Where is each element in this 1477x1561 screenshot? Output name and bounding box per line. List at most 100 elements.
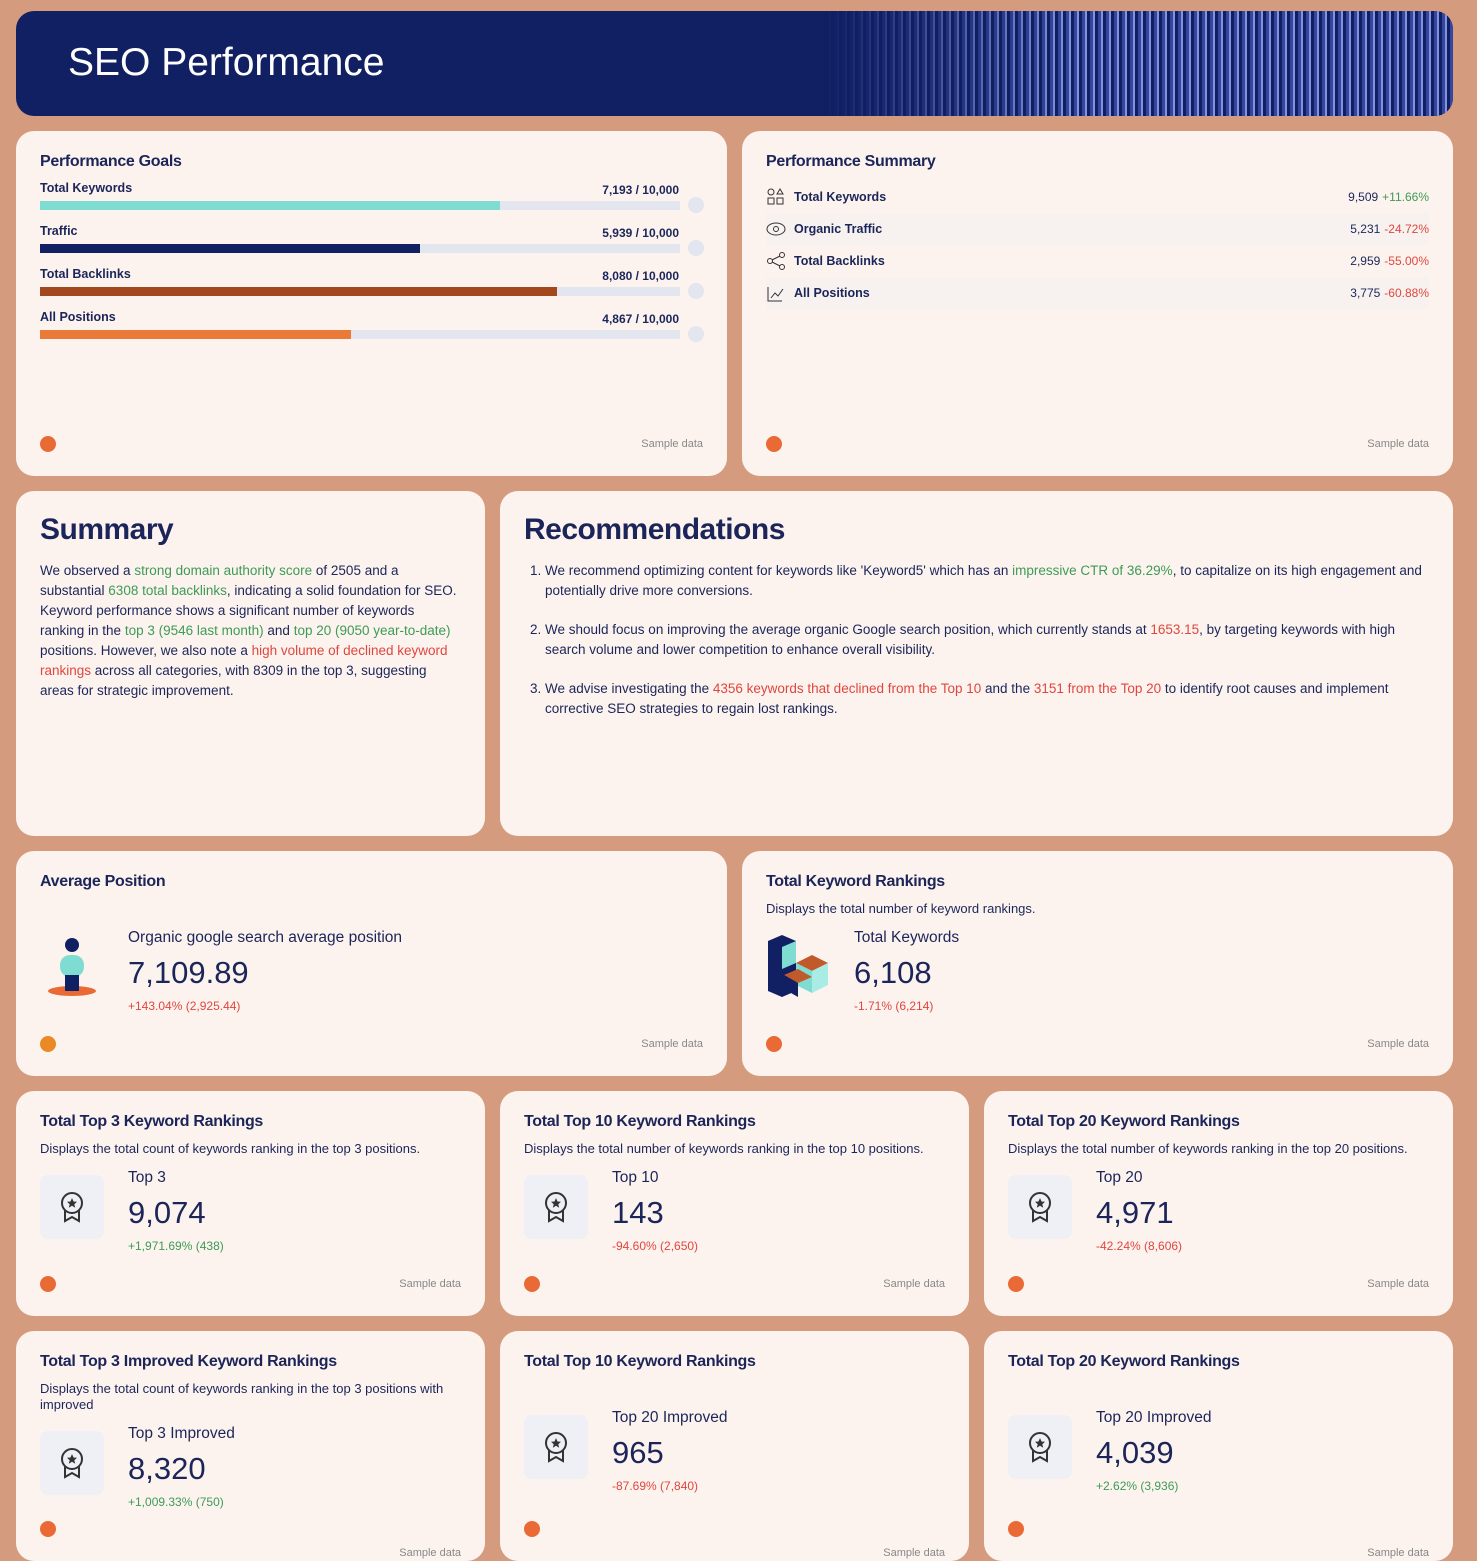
metric-change: +2.62% (3,936) xyxy=(1096,1479,1179,1493)
row-label: Total Keywords xyxy=(794,190,887,204)
metric-block: Top 20 Improved 965 -87.69% (7,840) xyxy=(524,1409,945,1499)
card-description: Displays the total number of keywords ra… xyxy=(1008,1141,1408,1156)
logo xyxy=(40,1276,56,1292)
metric-block: Total Keywords 6,108 -1.71% (6,214) xyxy=(766,929,1429,1019)
header-decoration xyxy=(823,11,1453,116)
progress-dot xyxy=(688,283,704,299)
icon xyxy=(767,287,784,302)
summary-table-card: Performance Summary Total Keywords 9,509 +… xyxy=(742,131,1453,476)
goal-progress: 7,193 / 10,000 xyxy=(602,183,679,197)
card-title: Total Top 3 Improved Keyword Rankings xyxy=(40,1353,337,1370)
text-segment: 6308 total backlinks xyxy=(108,583,227,598)
metric-label: Top 10 xyxy=(612,1169,659,1186)
metric-block: Top 20 Improved 4,039 +2.62% (3,936) xyxy=(1008,1409,1429,1499)
text-segment: high volume of declined keyword rankings xyxy=(40,643,448,678)
text-segment: positions. However, we also note a xyxy=(40,643,252,658)
metric-icon xyxy=(766,935,830,999)
row-change: -60.88% xyxy=(1384,286,1429,300)
metric-block: Organic google search average position 7,… xyxy=(40,929,703,1019)
progress-track xyxy=(40,330,680,339)
text-segment: top 20 (9050 year-to-date) xyxy=(293,623,451,638)
metric-value: 4,971 xyxy=(1096,1195,1174,1230)
row-change: +11.66% xyxy=(1382,190,1429,204)
metric-block: Top 3 Improved 8,320 +1,009.33% (750) xyxy=(40,1425,461,1515)
text-segment: of 2505 and a substantial xyxy=(40,563,399,598)
summary-row: Total Keywords 9,509 +11.66% xyxy=(766,181,1429,213)
text-segment: and the xyxy=(981,681,1034,696)
goal-label: Traffic xyxy=(40,224,78,238)
logo xyxy=(524,1521,540,1537)
text-segment: , to capitalize on its high engagement a… xyxy=(545,563,1422,598)
metric-card: Total Top 20 Keyword Rankings Displays th… xyxy=(984,1091,1453,1316)
recommendation: We should focus on improving the average… xyxy=(545,620,1429,660)
header-title: SEO Performance xyxy=(68,41,385,84)
metric-change: -42.24% (8,606) xyxy=(1096,1239,1183,1253)
card-description: Displays the total count of keywords ran… xyxy=(40,1141,421,1156)
logo xyxy=(1008,1276,1024,1292)
metric-value: 9,074 xyxy=(128,1195,206,1230)
row-value: 9,509 xyxy=(1348,190,1379,204)
row-label: Organic Traffic xyxy=(794,222,883,236)
card-title: Total Top 10 Keyword Rankings xyxy=(524,1353,756,1370)
card-title: Total Top 10 Keyword Rankings xyxy=(524,1113,756,1130)
metric-value: 6,108 xyxy=(854,955,932,990)
card-title: Average Position xyxy=(40,873,166,890)
metric-value: 7,109.89 xyxy=(128,955,249,990)
metric-value: 8,320 xyxy=(128,1451,206,1486)
metric-icon xyxy=(524,1175,588,1239)
row-icon xyxy=(766,283,794,303)
logo xyxy=(766,436,782,452)
row-icon xyxy=(766,251,794,271)
footer: Sample data xyxy=(1367,1038,1429,1050)
metric-icon xyxy=(524,1415,588,1479)
text-segment: strong domain authority score xyxy=(134,563,313,578)
goal-row: Total Backlinks 8,080 / 10,000 xyxy=(40,267,704,310)
progress-bar xyxy=(40,244,421,253)
progress-dot xyxy=(688,197,704,213)
metric-label: Top 20 Improved xyxy=(1096,1409,1212,1426)
progress-track xyxy=(40,244,680,253)
metric-icon xyxy=(40,1175,104,1239)
summary-card: Summary We observed a strong domain auth… xyxy=(16,491,485,836)
logo xyxy=(1008,1521,1024,1537)
card-title: Total Top 3 Keyword Rankings xyxy=(40,1113,264,1130)
text-segment: , indicating a solid foundation for SEO.… xyxy=(40,583,457,638)
footer: Sample data xyxy=(641,1038,703,1050)
logo xyxy=(40,436,56,452)
goal-progress: 8,080 / 10,000 xyxy=(602,269,679,283)
summary-row: Organic Traffic 5,231 -24.72% xyxy=(766,213,1429,245)
row-icon xyxy=(766,219,794,239)
metric-label: Top 20 xyxy=(1096,1169,1143,1186)
metric-label: Total Keywords xyxy=(854,929,960,946)
footer: Sample data xyxy=(1367,438,1429,450)
text-segment: 4356 keywords that declined from the Top… xyxy=(712,681,982,696)
progress-track xyxy=(40,287,680,296)
text-segment: We should focus on improving the average… xyxy=(545,622,1151,637)
metric-label: Top 20 Improved xyxy=(612,1409,728,1426)
goal-label: Total Backlinks xyxy=(40,267,131,281)
progress-track xyxy=(40,201,680,210)
metric-card: Average Position Organic google search av… xyxy=(16,851,727,1076)
row-value: 3,775 xyxy=(1350,286,1381,300)
icon xyxy=(767,188,784,205)
card-title: Performance Goals xyxy=(40,153,182,170)
metric-icon xyxy=(1008,1175,1072,1239)
metric-change: +143.04% (2,925.44) xyxy=(128,999,241,1013)
recommendation: We advise investigating the 4356 keyword… xyxy=(545,679,1429,719)
text-segment: We recommend optimizing content for keyw… xyxy=(545,563,1013,578)
goal-row: Total Keywords 7,193 / 10,000 xyxy=(40,181,704,224)
text-segment: We advise investigating the xyxy=(545,681,713,696)
metric-card: Total Top 3 Improved Keyword Rankings Dis… xyxy=(16,1331,485,1561)
summary-row: All Positions 3,775 -60.88% xyxy=(766,277,1429,309)
metric-card: Total Top 10 Keyword Rankings Displays th… xyxy=(500,1091,969,1316)
text-segment: impressive CTR of 36.29% xyxy=(1012,563,1173,578)
spacer xyxy=(524,1381,945,1397)
metric-block: Top 20 4,971 -42.24% (8,606) xyxy=(1008,1169,1429,1259)
progress-bar xyxy=(40,287,558,296)
goal-label: All Positions xyxy=(40,310,116,324)
metric-label: Top 3 xyxy=(128,1169,166,1186)
row-icon xyxy=(766,187,794,207)
logo xyxy=(524,1276,540,1292)
metric-block: Top 10 143 -94.60% (2,650) xyxy=(524,1169,945,1259)
